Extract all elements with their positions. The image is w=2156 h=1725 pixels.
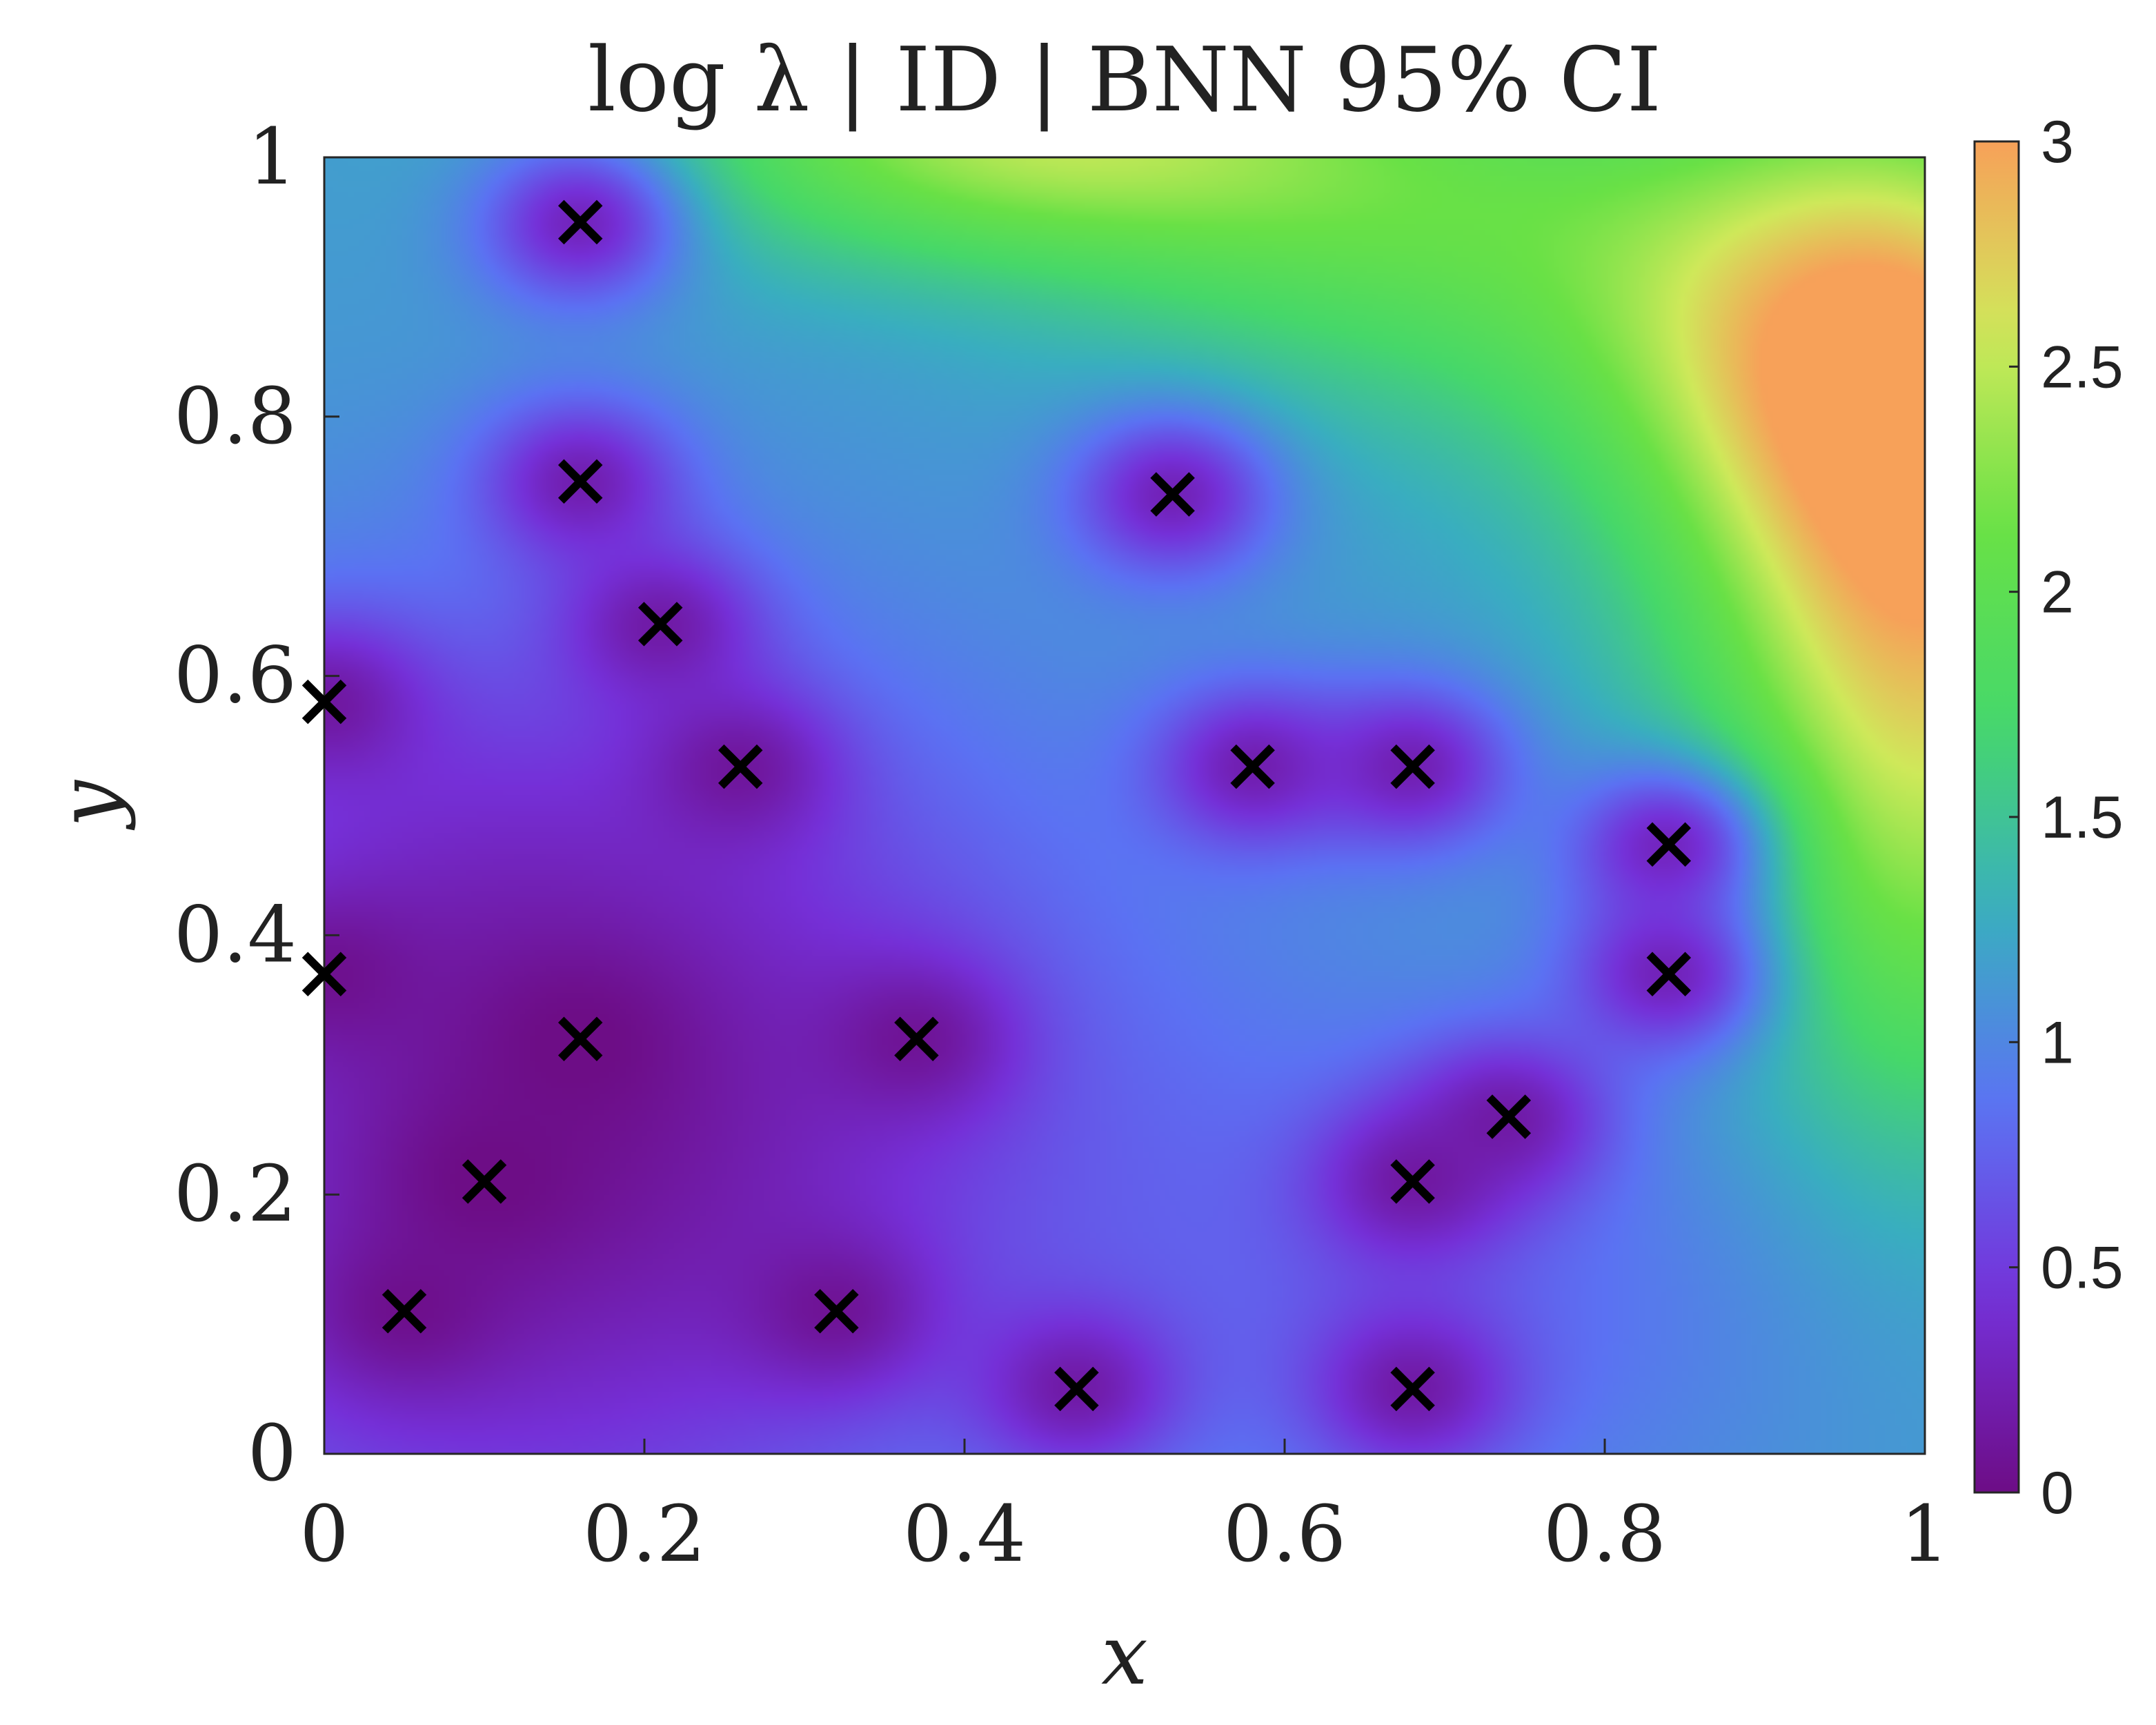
sample-marker-10 xyxy=(1646,952,1692,997)
sample-marker-stroke xyxy=(718,744,763,789)
sample-marker-8 xyxy=(1390,744,1435,789)
sample-marker-stroke xyxy=(1150,472,1195,517)
sample-marker-19 xyxy=(1054,1366,1099,1412)
sample-marker-7 xyxy=(1230,744,1275,789)
colorbar-tick-label: 2 xyxy=(2041,560,2074,626)
chart-title: log λ | ID | BNN 95% CI xyxy=(588,29,1661,132)
sample-marker-stroke xyxy=(557,459,603,504)
y-tick-label: 0 xyxy=(248,1409,297,1499)
sample-marker-stroke xyxy=(1390,1159,1435,1204)
sample-marker-9 xyxy=(1646,822,1692,867)
x-axis-label: x xyxy=(1101,1608,1148,1704)
x-axis: 0 0.2 0.4 0.6 0.8 1 xyxy=(299,1439,1950,1579)
sample-marker-stroke xyxy=(557,1016,603,1061)
colorbar-tick-label: 3 xyxy=(2041,109,2074,175)
sample-marker-stroke xyxy=(1230,744,1275,789)
colorbar-ticks: 0 0.5 1 1.5 2 2.5 3 xyxy=(2009,109,2124,1526)
y-tick-label: 1 xyxy=(248,112,297,202)
sample-marker-stroke xyxy=(382,1289,427,1334)
sample-marker-13 xyxy=(894,1016,939,1061)
sample-marker-stroke xyxy=(301,679,347,724)
sample-marker-stroke xyxy=(1390,1366,1435,1412)
y-tick-label: 0.6 xyxy=(174,631,297,721)
sample-marker-stroke xyxy=(557,199,603,245)
x-tick-label: 0.4 xyxy=(903,1490,1026,1579)
sample-marker-17 xyxy=(382,1289,427,1334)
sample-marker-12 xyxy=(557,1016,603,1061)
sample-marker-stroke xyxy=(462,1159,507,1204)
y-axis: 0 0.2 0.4 0.6 0.8 1 xyxy=(174,112,339,1499)
markers-layer xyxy=(301,199,1692,1412)
sample-marker-14 xyxy=(1486,1094,1532,1139)
sample-marker-stroke xyxy=(1646,822,1692,867)
x-tick-label: 0.2 xyxy=(583,1490,706,1579)
y-tick-label: 0.4 xyxy=(174,890,297,980)
sample-marker-11 xyxy=(301,952,347,997)
colorbar-tick-label: 1 xyxy=(2041,1009,2074,1076)
plot-frame xyxy=(323,156,1926,1455)
y-axis-label: y xyxy=(41,779,137,831)
sample-marker-stroke xyxy=(1646,952,1692,997)
sample-marker-stroke xyxy=(894,1016,939,1061)
sample-marker-4 xyxy=(718,744,763,789)
y-tick-label: 0.2 xyxy=(174,1150,297,1239)
sample-marker-18 xyxy=(814,1289,859,1334)
sample-marker-2 xyxy=(557,459,603,504)
colorbar-tick-label: 0 xyxy=(2041,1460,2074,1526)
x-tick-label: 1 xyxy=(1900,1490,1949,1579)
sample-marker-stroke xyxy=(301,952,347,997)
x-tick-label: 0.6 xyxy=(1223,1490,1346,1579)
sample-marker-stroke xyxy=(1390,744,1435,789)
colorbar-tick-label: 2.5 xyxy=(2041,334,2124,400)
colorbar-tick-label: 0.5 xyxy=(2041,1235,2124,1301)
sample-marker-16 xyxy=(1390,1159,1435,1204)
sample-marker-15 xyxy=(462,1159,507,1204)
sample-marker-6 xyxy=(1150,472,1195,517)
y-tick-label: 0.8 xyxy=(174,372,297,462)
x-tick-label: 0.8 xyxy=(1543,1490,1666,1579)
sample-marker-1 xyxy=(557,199,603,245)
sample-marker-5 xyxy=(301,679,347,724)
x-tick-label: 0 xyxy=(299,1490,348,1579)
colorbar-tick-label: 1.5 xyxy=(2041,785,2124,851)
sample-marker-stroke xyxy=(1486,1094,1532,1139)
heatmap-image xyxy=(324,157,1925,1454)
colorbar: 0 0.5 1 1.5 2 2.5 3 xyxy=(1973,109,2124,1526)
sample-marker-stroke xyxy=(1054,1366,1099,1412)
sample-marker-stroke xyxy=(637,602,683,647)
sample-marker-20 xyxy=(1390,1366,1435,1412)
sample-marker-stroke xyxy=(814,1289,859,1334)
plot-area xyxy=(301,156,1926,1455)
sample-marker-3 xyxy=(637,602,683,647)
